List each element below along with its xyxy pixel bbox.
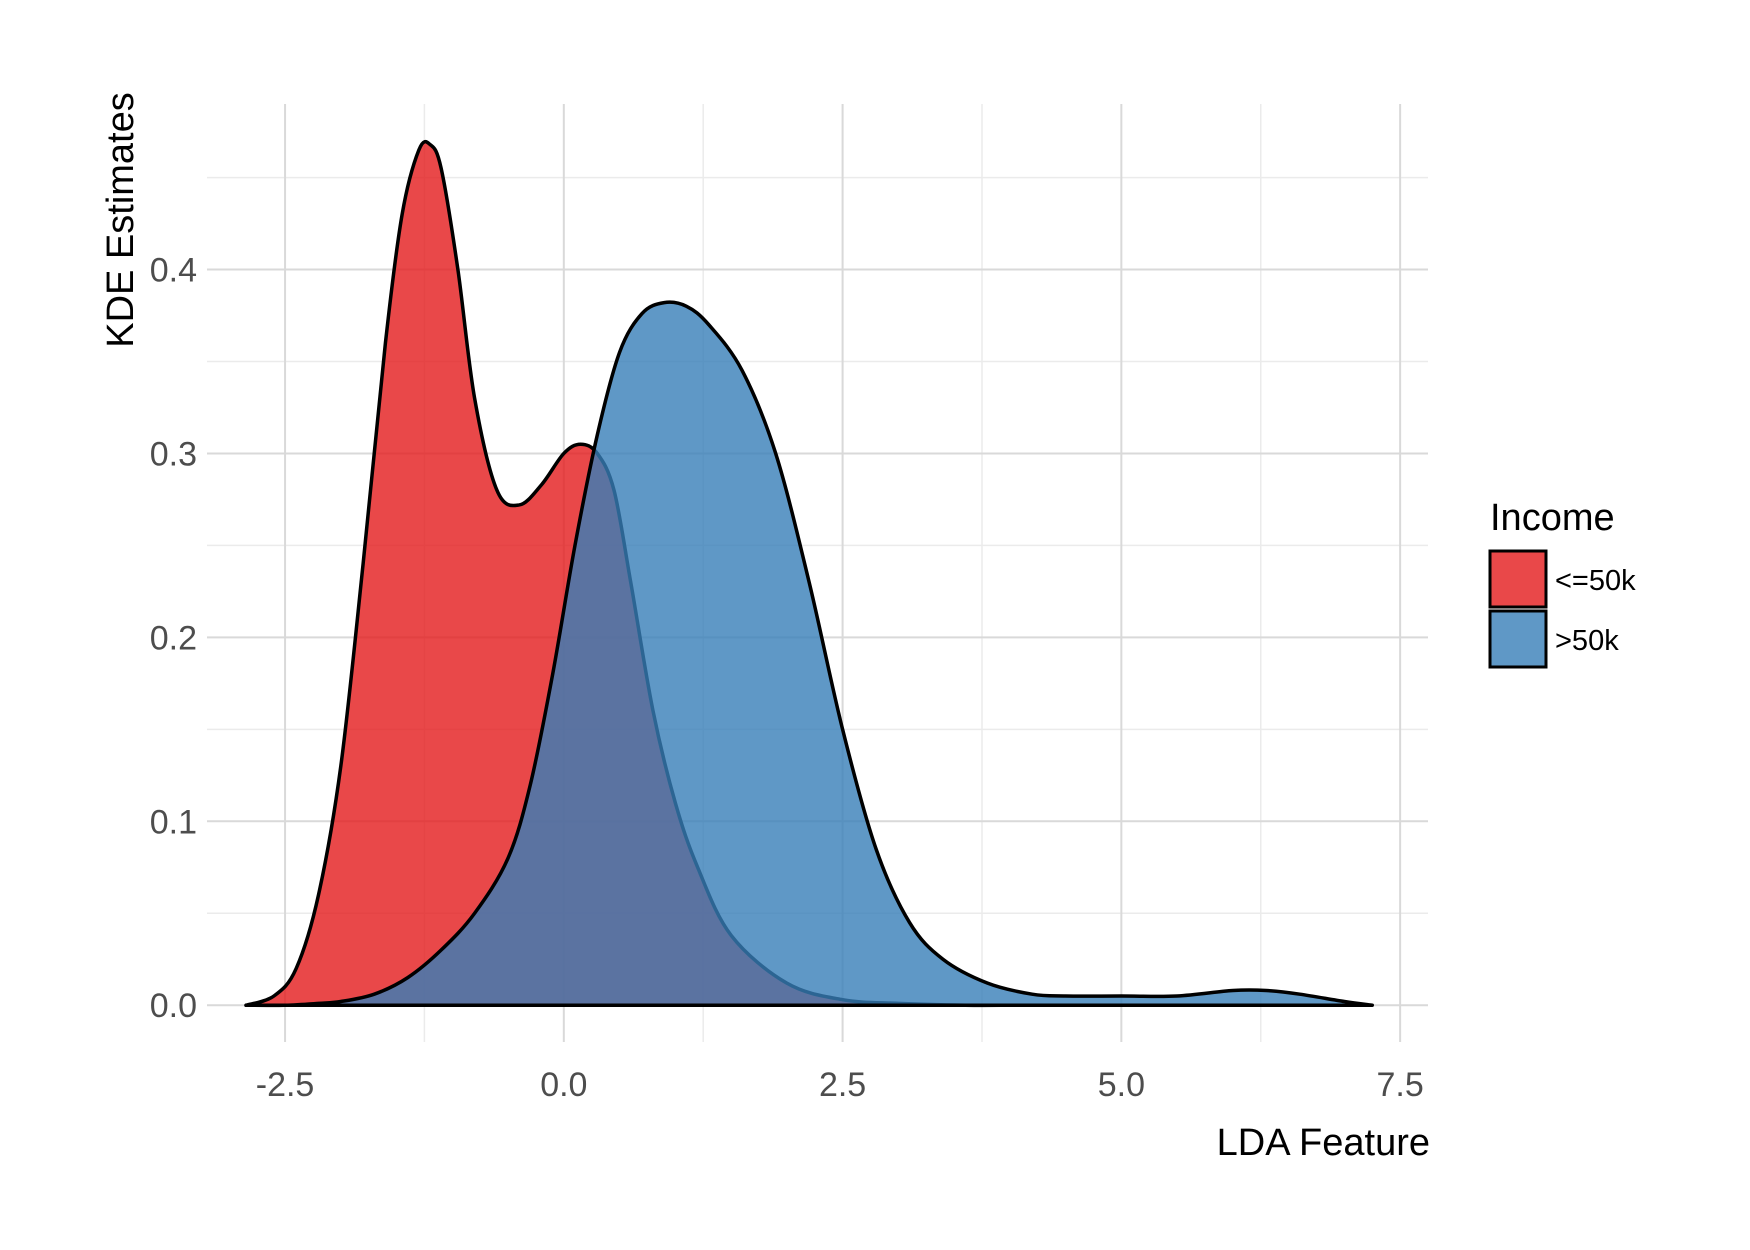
x-tick-label: 0.0	[540, 1066, 587, 1104]
density-area-gt50k	[246, 302, 1373, 1006]
y-axis-title: KDE Estimates	[100, 92, 142, 348]
x-tick-label: -2.5	[256, 1066, 315, 1104]
x-tick-label: 7.5	[1376, 1066, 1423, 1104]
y-tick-label: 0.4	[150, 252, 197, 290]
x-tick-label: 2.5	[819, 1066, 866, 1104]
legend-label-le50k: <=50k	[1555, 565, 1636, 597]
legend-title: Income	[1490, 497, 1615, 539]
y-tick-label: 0.3	[150, 435, 197, 473]
legend: Income <=50k >50k	[1488, 497, 1636, 669]
y-tick-label: 0.2	[150, 619, 197, 657]
y-tick-label: 0.0	[150, 987, 197, 1025]
y-tick-label: 0.1	[150, 803, 197, 841]
legend-label-gt50k: >50k	[1555, 625, 1619, 657]
x-tick-label: 5.0	[1098, 1066, 1145, 1104]
density-outline-gt50k	[244, 300, 1374, 1008]
density-areas	[244, 139, 1374, 1008]
legend-swatch-le50k	[1488, 549, 1548, 609]
tick-labels: -2.5 0.0 2.5 5.0 7.5 0.0 0.1 0.2 0.3 0.4	[150, 252, 1424, 1104]
x-axis-title: LDA Feature	[1217, 1122, 1430, 1164]
legend-swatch-gt50k	[1488, 609, 1548, 669]
